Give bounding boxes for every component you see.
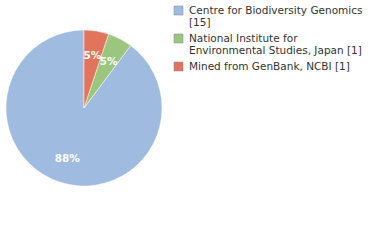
legend-swatch [174,6,183,15]
data-label: 5% [84,49,102,61]
legend-label: National Institute forEnvironmental Stud… [189,32,362,56]
pie-slice [6,30,162,186]
legend-swatch [174,62,183,71]
legend-item: Centre for Biodiversity Genomics[15] [174,4,362,28]
legend-item: National Institute forEnvironmental Stud… [174,32,362,56]
data-label: 88% [55,152,81,164]
chart: 88% 5%5% Centre for Biodiversity Genomics[… [0,0,380,240]
data-label: 5% [100,55,118,67]
pie-slice [84,30,109,108]
pie [6,30,162,186]
legend-swatch [174,34,183,43]
legend-label: Mined from GenBank, NCBI [1] [189,60,350,72]
data-labels: 88% 5%5% [55,49,118,164]
legend-item: Mined from GenBank, NCBI [1] [174,60,350,72]
legend: Centre for Biodiversity Genomics[15] Nati… [174,4,362,72]
legend-label: Centre for Biodiversity Genomics[15] [189,4,362,28]
